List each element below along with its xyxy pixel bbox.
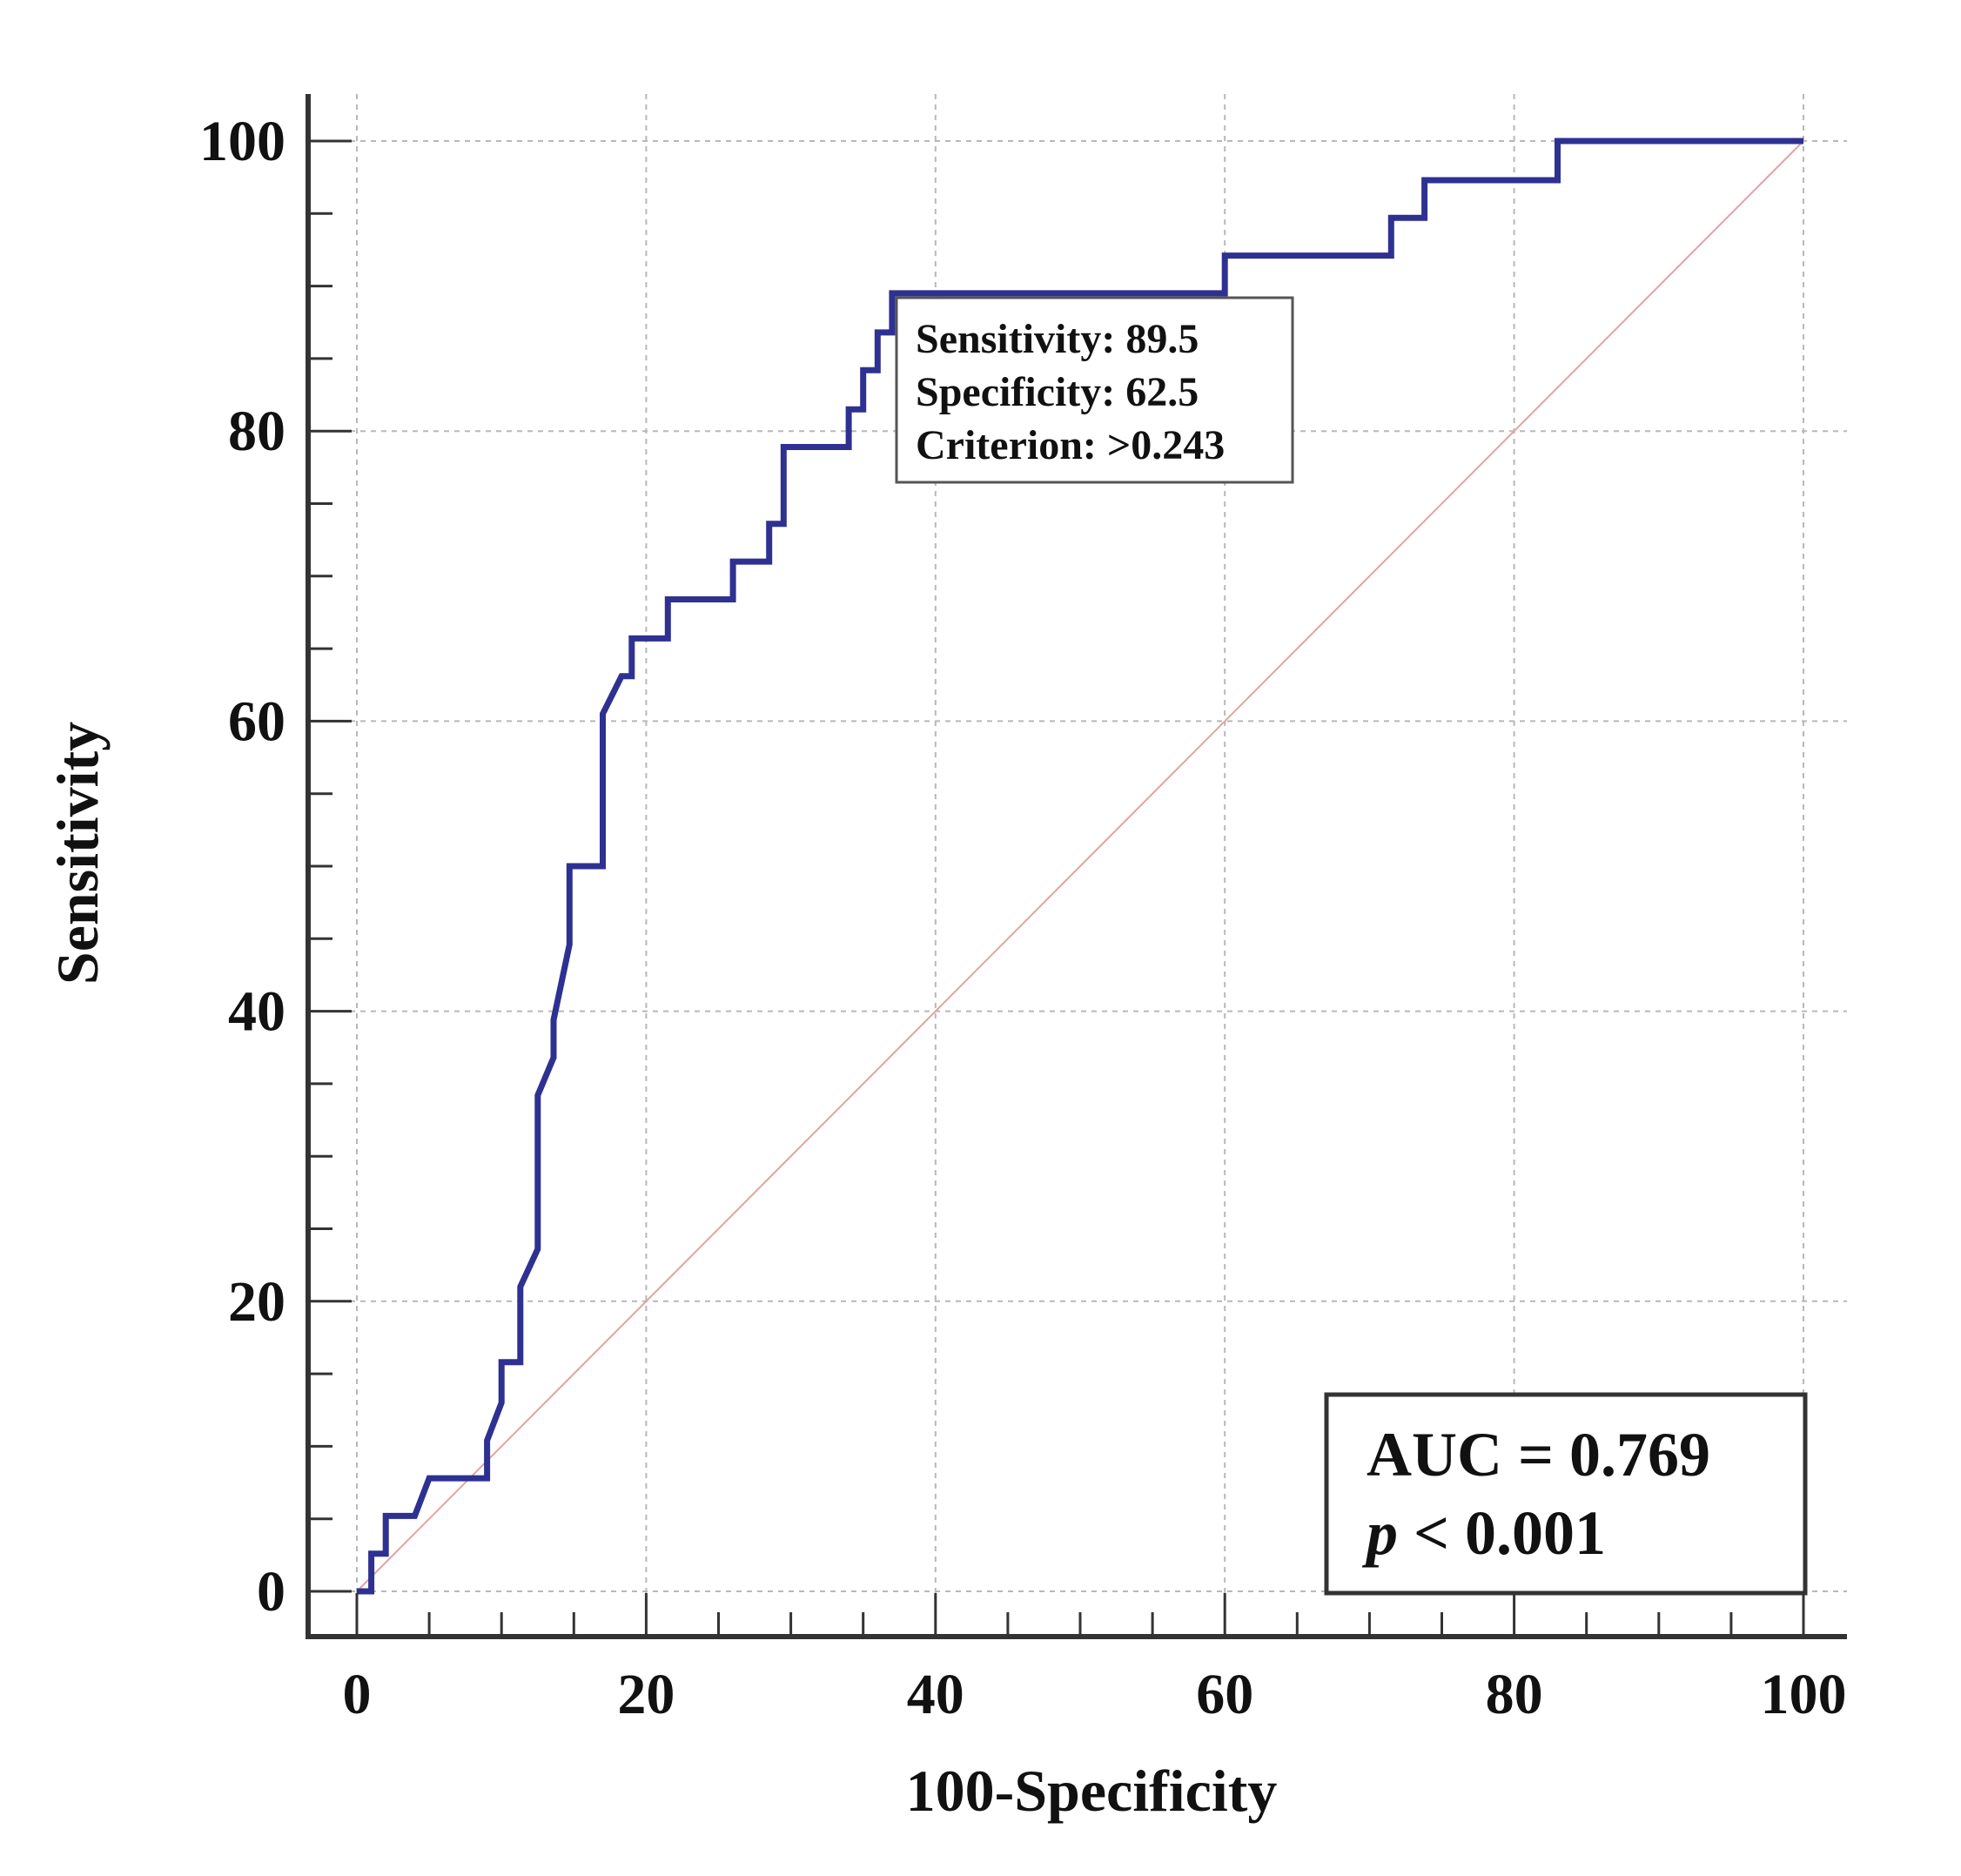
x-axis-title: 100-Specificity <box>906 1758 1278 1824</box>
x-tick-label-20: 20 <box>617 1663 675 1726</box>
grid <box>308 94 1847 1637</box>
reference-diagonal-line <box>356 140 1804 1592</box>
x-tick-label-60: 60 <box>1196 1663 1253 1726</box>
p-rest: < 0.001 <box>1398 1498 1606 1568</box>
criterion-callout: Sensitivity: 89.5 Specificity: 62.5 Crit… <box>895 296 1294 484</box>
roc-curve-line <box>357 138 1803 1595</box>
p-symbol: p <box>1361 1498 1398 1568</box>
tick-labels: 0 20 40 60 80 100 0 20 40 60 80 100 <box>199 110 1847 1726</box>
callout-sensitivity: Sensitivity: 89.5 <box>916 316 1199 362</box>
y-axis-title: Sensitivity <box>44 722 111 985</box>
auc-value: AUC = 0.769 <box>1367 1420 1710 1489</box>
y-tick-label-60: 60 <box>228 689 285 753</box>
x-tick-label-100: 100 <box>1761 1663 1847 1726</box>
x-tick-label-40: 40 <box>907 1663 964 1726</box>
callout-criterion: Criterion: >0.243 <box>916 422 1225 468</box>
p-value: p < 0.001 <box>1361 1498 1606 1568</box>
y-tick-label-20: 20 <box>228 1270 285 1334</box>
x-tick-label-80: 80 <box>1486 1663 1543 1726</box>
y-tick-label-100: 100 <box>199 110 285 173</box>
y-tick-label-0: 0 <box>257 1560 285 1624</box>
y-tick-label-80: 80 <box>228 400 285 463</box>
x-tick-label-0: 0 <box>343 1663 372 1726</box>
auc-stats-box-frame <box>1324 1392 1808 1596</box>
criterion-callout-box <box>895 296 1294 484</box>
callout-specificity: Specificity: 62.5 <box>916 369 1199 415</box>
y-tick-label-40: 40 <box>228 980 285 1044</box>
axes <box>306 94 1847 1639</box>
auc-stats-box: AUC = 0.769 p < 0.001 <box>1324 1392 1808 1596</box>
